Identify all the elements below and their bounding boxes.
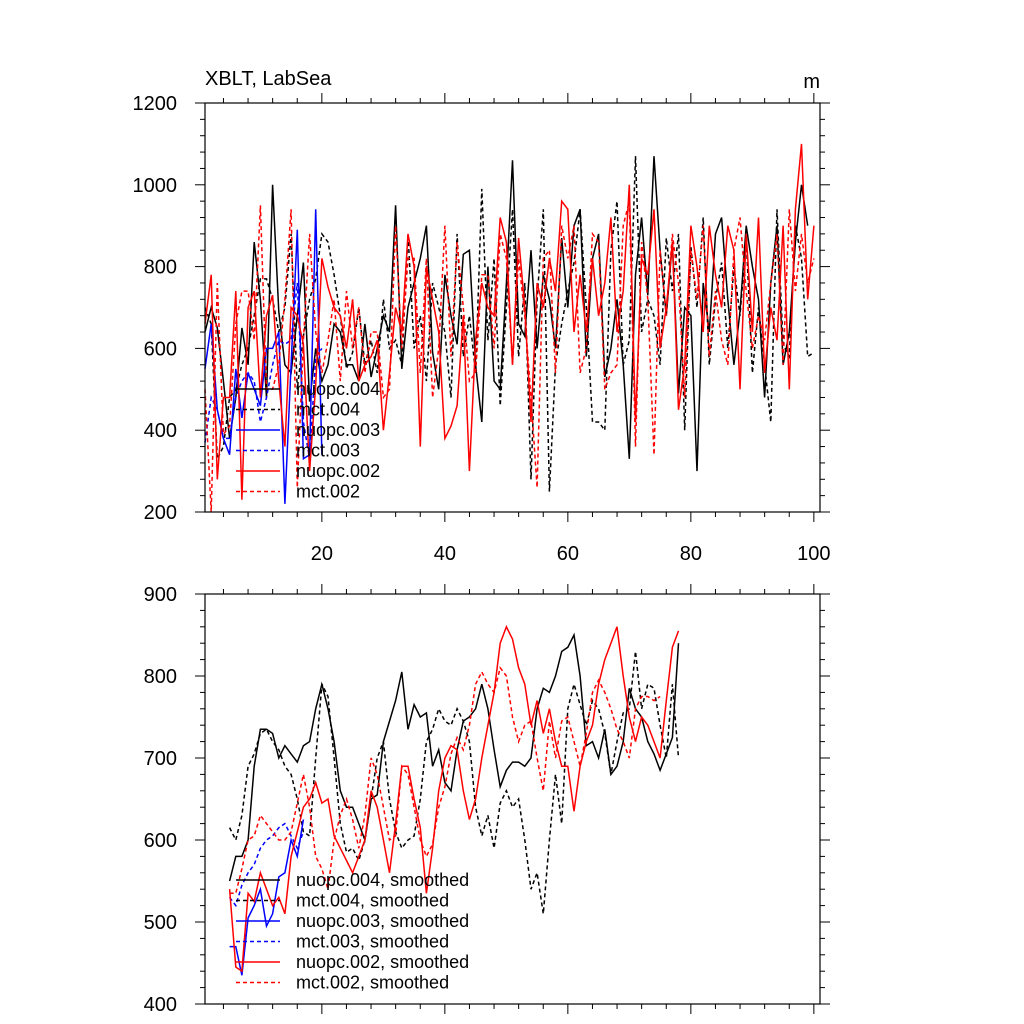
y-tick-label: 600 <box>144 830 177 852</box>
series-line-5 <box>204 201 815 513</box>
series-line-0 <box>228 632 680 882</box>
x-tick-label: 40 <box>434 543 456 565</box>
plot-frame <box>204 593 821 1005</box>
y-tick-label: 400 <box>144 420 177 442</box>
legend-label: nuopc.002 <box>296 461 380 481</box>
series-line-2 <box>229 819 305 976</box>
series-line-3 <box>204 282 323 459</box>
x-tick-label: 60 <box>557 543 579 565</box>
series-line-2 <box>204 209 323 504</box>
y-tick-label: 1200 <box>133 93 178 115</box>
series-line-1 <box>228 651 680 914</box>
legend-label: nuopc.003 <box>296 420 380 440</box>
series-line-1 <box>204 156 815 492</box>
legend: nuopc.004mct.004nuopc.003mct.003nuopc.00… <box>236 379 380 502</box>
legend-label: mct.003, smoothed <box>296 932 449 952</box>
x-tick-label: 80 <box>680 543 702 565</box>
y-tick-label: 900 <box>144 584 177 606</box>
legend-label: mct.003 <box>296 441 360 461</box>
legend-label: nuopc.002, smoothed <box>296 952 469 972</box>
series-group <box>228 624 680 976</box>
legend-label: nuopc.004 <box>296 379 380 399</box>
y-tick-label: 700 <box>144 748 177 770</box>
y-tick-label: 200 <box>144 502 177 524</box>
axes: 400 500 600 700 800 900 <box>144 584 830 1016</box>
panel-top: XBLT, LabSea m 20 40 60 80 100 200 400 600 800 10… <box>133 68 831 565</box>
legend-label: mct.004, smoothed <box>296 891 449 911</box>
y-tick-label: 1000 <box>133 175 178 197</box>
y-tick-label: 500 <box>144 912 177 934</box>
x-tick-label: 100 <box>797 543 830 565</box>
series-line-3 <box>229 822 305 908</box>
legend-label: nuopc.003, smoothed <box>296 911 469 931</box>
legend-label: mct.002 <box>296 482 360 502</box>
legend-label: mct.004 <box>296 400 360 420</box>
plot-frame <box>204 102 821 513</box>
y-tick-label: 600 <box>144 338 177 360</box>
series-line-4 <box>204 143 815 500</box>
series-line-4 <box>228 624 680 973</box>
axes: 20 40 60 80 100 200 400 600 800 1000 1200 <box>133 93 831 565</box>
chart-title: XBLT, LabSea <box>205 68 332 90</box>
units-label: m <box>803 71 820 93</box>
series-line-5 <box>229 666 661 895</box>
y-tick-label: 800 <box>144 257 177 279</box>
y-tick-label: 800 <box>144 666 177 688</box>
y-tick-label: 400 <box>144 994 177 1016</box>
series-group <box>204 143 815 513</box>
x-tick-label: 20 <box>311 543 333 565</box>
legend-label: nuopc.004, smoothed <box>296 870 469 890</box>
legend-label: mct.002, smoothed <box>296 973 449 993</box>
